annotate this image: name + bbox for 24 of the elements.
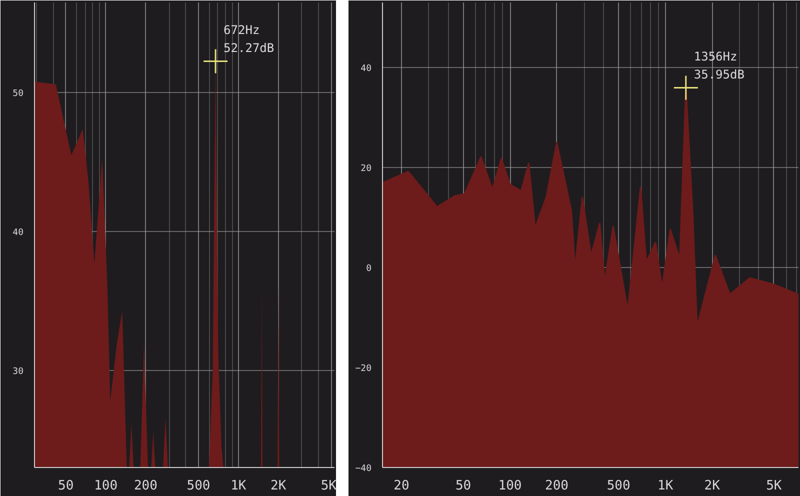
x-tick-label: 200 xyxy=(545,478,569,494)
x-tick-label: 200 xyxy=(134,478,158,494)
x-tick-label: 500 xyxy=(186,478,210,494)
y-tick-label: 0 xyxy=(366,264,372,274)
x-tick-label: 50 xyxy=(455,478,472,494)
x-tick-label: 500 xyxy=(606,478,630,494)
x-tick-label: 100 xyxy=(498,478,522,494)
annotation: 672Hz 52.27dB xyxy=(224,23,274,56)
y-tick-label: 30 xyxy=(12,366,24,377)
y-tick-label: −40 xyxy=(355,464,372,474)
annotation: 1356Hz 35.95dB xyxy=(694,50,744,82)
x-tick-label: 1K xyxy=(658,478,674,494)
x-tick-label: 100 xyxy=(94,478,118,494)
x-tick-label: 1K xyxy=(230,478,246,494)
y-tick-label: 40 xyxy=(360,64,372,74)
x-tick-label: 20 xyxy=(394,478,410,494)
y-tick-label: 40 xyxy=(12,228,24,238)
x-tick-label: 50 xyxy=(58,478,74,494)
y-tick-label: 20 xyxy=(360,164,372,174)
x-tick-label: 2K xyxy=(704,478,720,494)
y-tick-label: −20 xyxy=(355,364,372,374)
y-tick-label: 50 xyxy=(12,89,24,100)
x-tick-label: 5K xyxy=(766,478,782,494)
x-tick-label: 2K xyxy=(270,478,286,494)
